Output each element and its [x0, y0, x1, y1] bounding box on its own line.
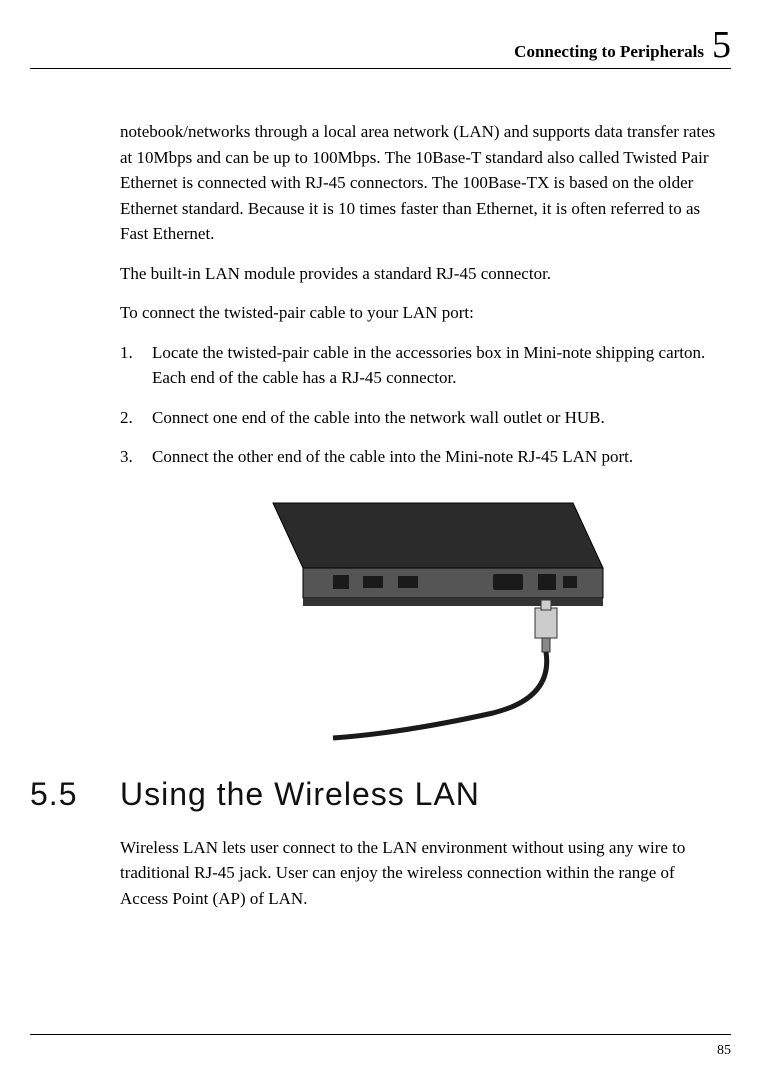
header-chapter-number: 5 [712, 26, 731, 64]
step-text: Connect the other end of the cable into … [152, 444, 725, 470]
paragraph: To connect the twisted-pair cable to you… [120, 300, 725, 326]
paragraph: notebook/networks through a local area n… [120, 119, 725, 247]
page-header: Connecting to Peripherals 5 [30, 26, 731, 69]
paragraph: The built-in LAN module provides a stand… [120, 261, 725, 287]
laptop-base-edge [303, 598, 433, 606]
ordered-step: 2. Connect one end of the cable into the… [120, 405, 725, 431]
header-title: Connecting to Peripherals [514, 42, 704, 62]
laptop-lid [273, 503, 603, 568]
rj45-connector-icon [535, 600, 557, 652]
ordered-step: 3. Connect the other end of the cable in… [120, 444, 725, 470]
step-number: 2. [120, 405, 152, 431]
content-area: notebook/networks through a local area n… [30, 119, 731, 1034]
paragraph: Wireless LAN lets user connect to the LA… [120, 835, 725, 912]
page-number: 85 [717, 1043, 731, 1058]
vent-icon [493, 574, 523, 590]
usb-port-icon [363, 576, 383, 588]
step-number: 3. [120, 444, 152, 470]
rj45-port-icon [538, 574, 556, 590]
page-footer: 85 [30, 1034, 731, 1059]
step-text: Connect one end of the cable into the ne… [152, 405, 725, 431]
section-heading: 5.5 Using the Wireless LAN [30, 776, 725, 813]
usb-port-icon [398, 576, 418, 588]
step-number: 1. [120, 340, 152, 391]
ethernet-cable-icon [333, 652, 547, 738]
power-port-icon [563, 576, 577, 588]
figure-container [120, 488, 725, 748]
vga-port-icon [333, 575, 349, 589]
section-number: 5.5 [30, 776, 120, 813]
step-text: Locate the twisted-pair cable in the acc… [152, 340, 725, 391]
section-title: Using the Wireless LAN [120, 776, 480, 813]
laptop-base-edge [433, 598, 603, 606]
ordered-step: 1. Locate the twisted-pair cable in the … [120, 340, 725, 391]
laptop-rj45-illustration [233, 488, 613, 748]
